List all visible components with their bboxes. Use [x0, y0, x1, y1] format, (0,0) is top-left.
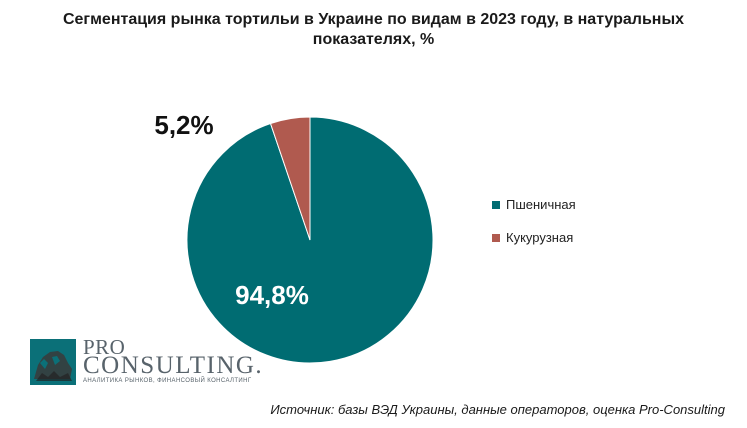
- pie-label-wheat: 94,8%: [235, 280, 309, 310]
- legend: Пшеничная Кукурузная: [492, 196, 576, 262]
- legend-label-corn: Кукурузная: [506, 230, 574, 245]
- logo-text-pro: PRO: [83, 335, 126, 359]
- legend-item-corn: Кукурузная: [492, 229, 576, 246]
- pie-slice-corn: [269, 116, 311, 241]
- legend-swatch-wheat: [492, 200, 500, 209]
- rhino-logo-icon: [30, 339, 76, 385]
- logo-tagline: АНАЛИТИКА РЫНКОВ, ФИНАНСОВЫЙ КОНСАЛТИНГ: [83, 378, 252, 384]
- legend-label-wheat: Пшеничная: [506, 197, 576, 212]
- source-note: Источник: базы ВЭД Украины, данные опера…: [270, 402, 725, 417]
- chart-title: Сегментация рынка тортильи в Украине по …: [62, 11, 685, 48]
- legend-item-wheat: Пшеничная: [492, 196, 576, 213]
- logo-text-consulting: CONSULTING.: [83, 352, 264, 379]
- legend-swatch-corn: [492, 233, 500, 242]
- pro-consulting-logo: PRO CONSULTING. АНАЛИТИКА РЫНКОВ, ФИНАНС…: [30, 335, 262, 387]
- pie-label-corn: 5,2%: [154, 110, 213, 140]
